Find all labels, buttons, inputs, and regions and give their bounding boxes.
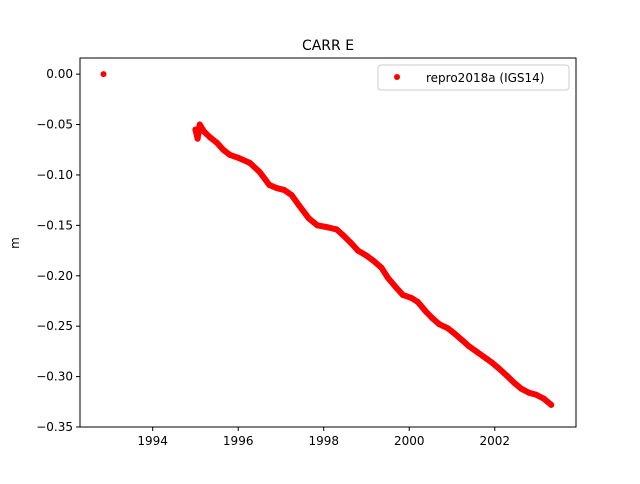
y-tick-label: −0.35 [36,420,73,434]
data-point [295,202,302,209]
y-tick-label: −0.25 [36,319,73,333]
y-tick-label: −0.30 [36,370,73,384]
data-point [525,389,532,396]
data-point [511,379,517,386]
y-tick-label: −0.10 [36,168,73,182]
data-point [281,187,288,194]
data-point [533,391,540,398]
data-point [226,151,233,158]
data-point [196,121,203,128]
data-point [384,274,391,281]
data-point [266,182,273,189]
legend-box [377,64,570,91]
x-tick-label: 1998 [308,434,339,448]
data-point [305,215,312,222]
data-points [100,71,555,408]
legend-marker [394,74,400,80]
data-point [459,337,466,344]
data-point [436,321,443,328]
data-point [444,325,451,332]
data-point [370,257,377,264]
data-point [378,264,385,271]
data-point [488,359,495,366]
data-point [451,330,458,337]
legend: repro2018a (IGS14) [377,64,570,91]
data-point [325,224,331,231]
data-point [496,365,503,372]
y-tick-label: 0.00 [46,67,73,81]
data-point [399,291,406,298]
data-point [503,372,510,379]
data-point [273,185,280,192]
data-point [540,395,547,402]
data-point [213,139,220,146]
data-point [235,154,242,161]
data-point [363,252,370,259]
data-point [429,315,436,322]
data-point [340,232,347,239]
data-point [348,240,355,247]
x-ticks: 1994 1996 1998 2000 2002 [137,427,510,448]
data-point [474,349,481,356]
x-tick-label: 2002 [479,434,510,448]
data-point [220,146,227,153]
data-point [354,247,361,254]
x-tick-label: 1994 [137,434,168,448]
data-point [207,134,214,141]
data-point [408,294,415,301]
y-tick-label: −0.15 [36,218,73,232]
data-point [483,355,490,362]
legend-label: repro2018a (IGS14) [426,71,544,85]
data-point [288,192,295,199]
data-point [194,135,201,142]
data-point [518,385,525,392]
data-point [314,222,321,229]
data-point [414,298,421,305]
data-point [201,128,207,135]
data-point [466,343,473,350]
data-point [246,159,253,166]
y-axis-label: m [8,237,22,249]
plot-frame [79,57,577,428]
data-point [548,401,555,408]
data-point [192,126,199,133]
y-tick-label: −0.20 [36,269,73,283]
x-tick-label: 2000 [394,434,425,448]
data-point [423,309,430,316]
chart-title: CARR E [302,38,354,54]
data-point [333,226,340,233]
data-point [393,284,400,291]
y-tick-label: −0.05 [36,118,73,132]
data-point [256,168,263,175]
x-tick-label: 1996 [223,434,254,448]
data-point [100,71,107,78]
y-ticks: 0.00 −0.05 −0.10 −0.15 −0.20 −0.25 −0.30 −0.35 [36,67,80,434]
